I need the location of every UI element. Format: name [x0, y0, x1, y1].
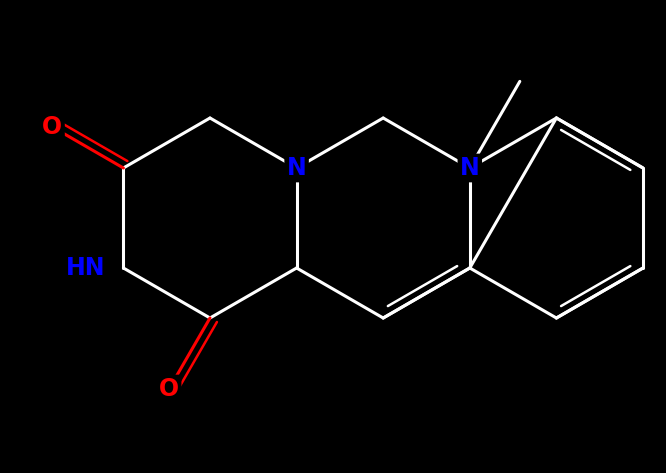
- Text: O: O: [43, 115, 63, 139]
- Text: O: O: [159, 377, 179, 401]
- Text: N: N: [287, 156, 306, 180]
- Text: N: N: [460, 156, 480, 180]
- Text: HN: HN: [66, 256, 105, 280]
